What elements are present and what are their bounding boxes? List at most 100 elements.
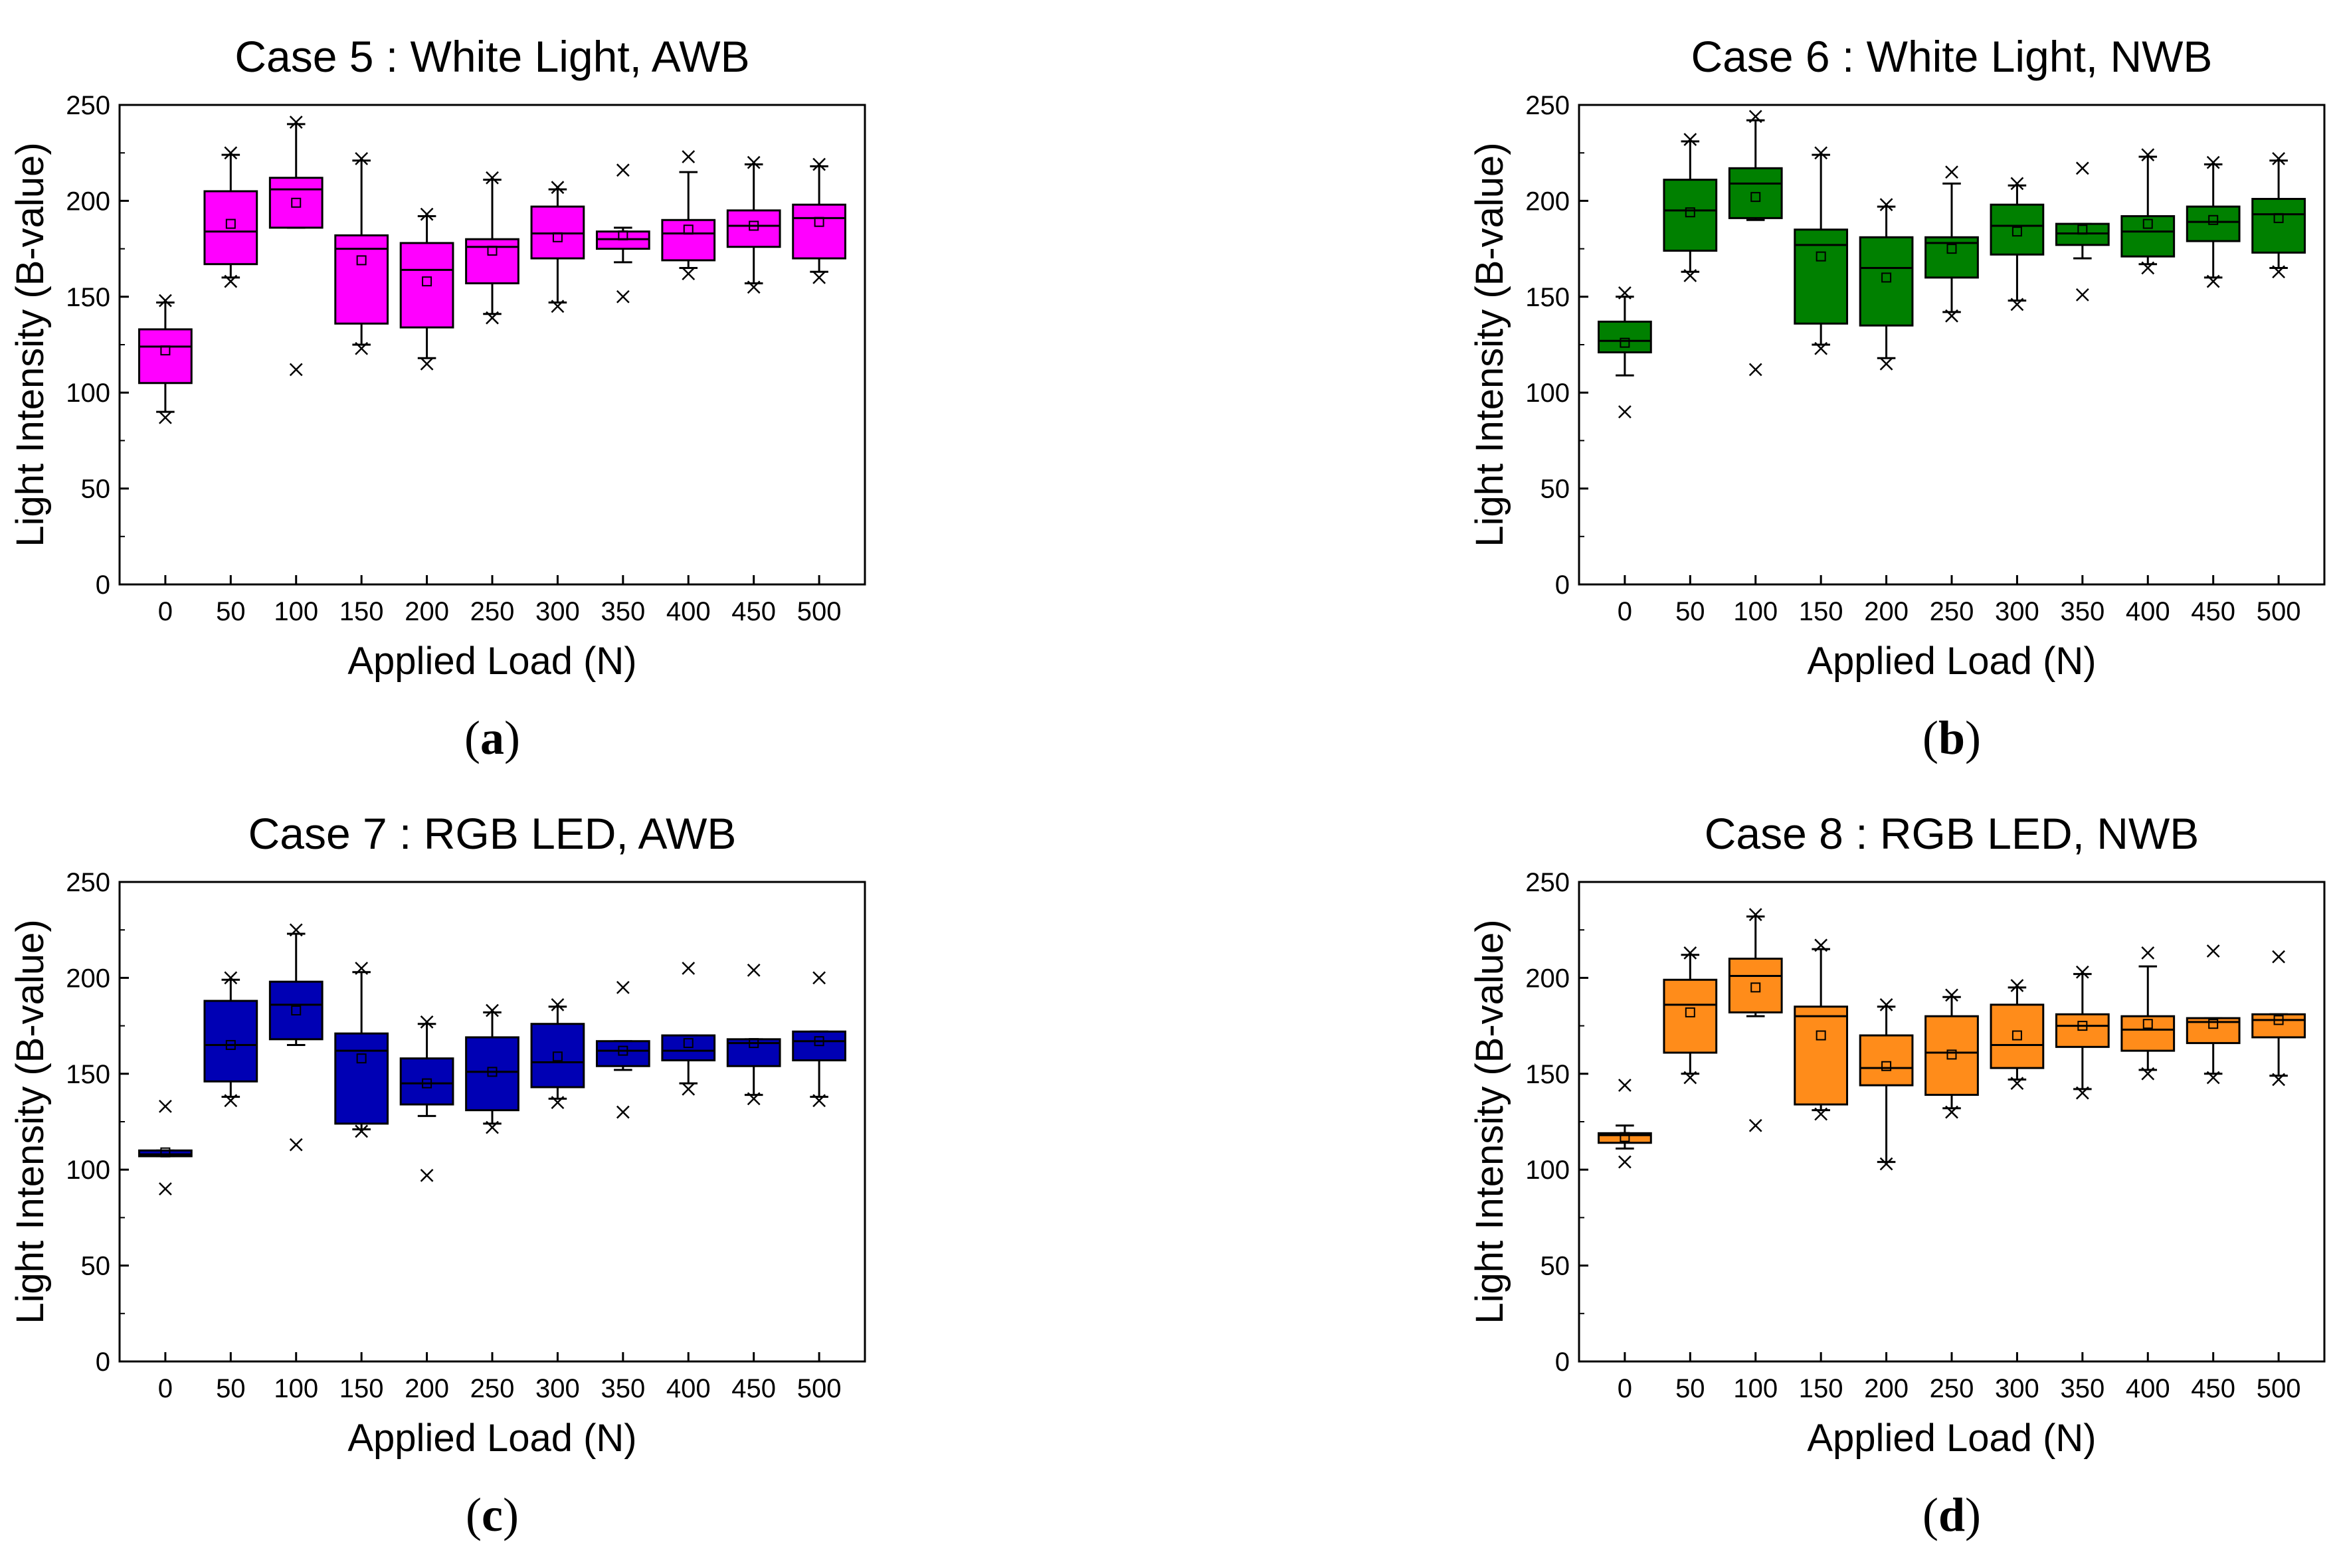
iqr-box	[1728, 167, 1783, 219]
min-marker	[2075, 1086, 2089, 1100]
iqr-box	[334, 234, 389, 325]
min-marker	[1945, 1105, 1958, 1119]
x-tick-label: 100	[274, 597, 318, 626]
box-350	[2055, 161, 2110, 302]
mean-marker	[749, 1038, 759, 1049]
y-axis-label: Light Intensity (B-value)	[9, 142, 52, 547]
box-450	[2186, 155, 2241, 288]
mean-marker	[291, 197, 302, 208]
max-marker	[551, 181, 565, 195]
max-marker	[551, 998, 565, 1011]
iqr-box	[2120, 215, 2176, 258]
box-400	[661, 150, 716, 281]
mean-marker	[422, 276, 432, 287]
mean-marker	[1881, 1061, 1892, 1071]
max-marker	[1618, 1079, 1632, 1092]
panel-label: (d)	[1922, 1488, 1981, 1541]
y-tick-label: 50	[1541, 475, 1570, 504]
mean-marker	[552, 1051, 563, 1062]
mean-marker	[683, 224, 694, 235]
mean-marker	[487, 1067, 498, 1077]
box-500	[2251, 950, 2306, 1087]
chart-title: Case 5 : White Light, AWB	[234, 32, 749, 81]
min-marker	[551, 1096, 565, 1110]
y-tick-label: 250	[1525, 868, 1570, 897]
x-tick-label: 0	[158, 597, 173, 626]
max-marker	[289, 923, 303, 937]
box-400	[2120, 148, 2176, 275]
x-tick-label: 0	[1618, 1374, 1632, 1403]
mean-marker	[1946, 244, 1957, 254]
y-tick-label: 150	[1525, 1060, 1570, 1089]
x-tick-label: 500	[797, 1374, 842, 1403]
box-250	[465, 1003, 519, 1134]
x-tick-label: 150	[1799, 1374, 1843, 1403]
box-250	[465, 171, 519, 325]
min-marker	[1814, 341, 1828, 355]
y-tick-label: 100	[1525, 1156, 1570, 1185]
y-axis-label: Light Intensity (B-value)	[1468, 142, 1511, 547]
mean-marker	[1946, 1049, 1957, 1060]
max-marker	[747, 963, 761, 977]
min-marker	[2141, 1067, 2155, 1081]
max-marker	[1814, 146, 1828, 160]
max-marker	[2272, 950, 2285, 964]
max-marker	[2141, 148, 2155, 161]
y-tick-label: 150	[66, 283, 110, 312]
iqr-box	[399, 1057, 454, 1106]
x-tick-label: 500	[797, 597, 842, 626]
x-tick-label: 400	[666, 597, 711, 626]
max-marker	[420, 1015, 434, 1029]
max-marker	[2141, 946, 2155, 960]
mean-marker	[618, 1045, 628, 1056]
mean-marker	[2011, 226, 2022, 237]
max-marker	[159, 294, 172, 307]
min-marker	[616, 1105, 630, 1119]
min-marker	[1618, 405, 1632, 418]
y-tick-label: 50	[81, 475, 111, 504]
iqr-box	[1990, 203, 2045, 256]
mean-marker	[814, 217, 824, 227]
mean-marker	[1620, 1132, 1630, 1142]
max-marker	[1618, 286, 1632, 300]
x-tick-label: 400	[666, 1374, 711, 1403]
x-tick-label: 0	[158, 1374, 173, 1403]
mean-marker	[2011, 1030, 2022, 1041]
max-marker	[1945, 988, 1958, 1002]
iqr-box	[792, 203, 846, 260]
min-marker	[159, 410, 172, 424]
box-300	[530, 181, 585, 313]
y-tick-label: 50	[1541, 1252, 1570, 1281]
box-350	[2055, 965, 2110, 1100]
max-marker	[289, 116, 303, 129]
x-tick-label: 300	[535, 597, 580, 626]
x-tick-label: 300	[535, 1374, 580, 1403]
min-marker	[486, 311, 499, 325]
max-marker	[159, 1100, 172, 1113]
max-marker	[2272, 151, 2285, 165]
mean-marker	[2273, 213, 2284, 223]
iqr-box	[1663, 179, 1718, 252]
max-marker	[747, 155, 761, 169]
mean-marker	[1816, 251, 1826, 262]
max-marker	[682, 150, 696, 163]
y-tick-label: 250	[66, 91, 110, 120]
box-50	[1663, 946, 1718, 1085]
mean-marker	[1685, 207, 1695, 218]
mean-marker	[1816, 1030, 1826, 1041]
max-marker	[2206, 155, 2220, 169]
min-marker	[1945, 309, 1958, 323]
box-200	[399, 1015, 454, 1182]
min-marker	[2141, 261, 2155, 275]
y-tick-label: 100	[1525, 379, 1570, 408]
y-axis-label: Light Intensity (B-value)	[1468, 919, 1511, 1324]
iqr-box	[661, 218, 716, 262]
iqr-box	[1859, 1034, 1914, 1087]
x-tick-label: 400	[2126, 1374, 2170, 1403]
x-tick-label: 350	[2060, 597, 2104, 626]
box-150	[334, 151, 389, 355]
min-marker	[224, 1094, 238, 1108]
mean-marker	[1685, 1007, 1695, 1017]
x-tick-label: 350	[601, 1374, 645, 1403]
box-500	[792, 971, 846, 1108]
